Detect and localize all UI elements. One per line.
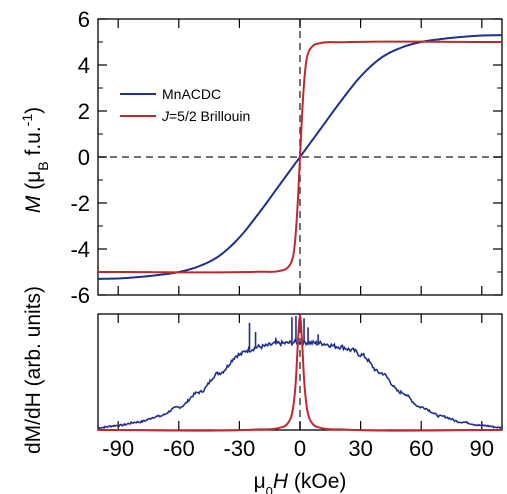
magnetization-panel: -6 -4 -2 0 2 4 6 MnACDC J=5/2 Brillouin M (μB … bbox=[19, 7, 503, 308]
x-label-var: H bbox=[273, 470, 289, 493]
x-tick-label: 90 bbox=[470, 436, 494, 461]
top-y-tick-label: -6 bbox=[70, 283, 90, 308]
x-axis-label: μ0H (kOe) bbox=[254, 470, 347, 494]
legend-label-brillouin: J=5/2 Brillouin bbox=[161, 108, 250, 124]
legend-label-brillouin-symbol: J bbox=[161, 108, 170, 124]
x-tick-label: 60 bbox=[409, 436, 433, 461]
derivative-panel: -90 -60 -30 0 30 60 90 dM/dH (arb. units) μ0H … bbox=[22, 286, 503, 494]
top-tick-marks bbox=[98, 18, 502, 296]
legend: MnACDC J=5/2 Brillouin bbox=[120, 86, 250, 124]
x-tick-label: 0 bbox=[294, 436, 306, 461]
x-tick-label: -90 bbox=[102, 436, 134, 461]
bottom-y-axis-label: dM/dH (arb. units) bbox=[22, 286, 45, 454]
y-label-sub: B bbox=[35, 161, 51, 170]
top-y-tick-label: 0 bbox=[78, 145, 90, 170]
x-label-symbol: μ bbox=[254, 470, 266, 493]
x-label-sub: 0 bbox=[266, 484, 273, 494]
top-y-tick-labels: -6 -4 -2 0 2 4 6 bbox=[70, 7, 90, 308]
bottom-series-line-1 bbox=[97, 314, 503, 432]
legend-label-mnacdc: MnACDC bbox=[162, 86, 221, 102]
y-label-open: (μ bbox=[22, 171, 45, 196]
x-label-unit: (kOe) bbox=[288, 470, 346, 493]
legend-label-brillouin-rest: =5/2 Brillouin bbox=[169, 108, 250, 124]
bottom-series-line-0 bbox=[97, 337, 503, 430]
top-series-line-1 bbox=[98, 40, 502, 274]
top-y-tick-label: 6 bbox=[78, 7, 90, 32]
y-label-sup: -1 bbox=[19, 114, 35, 127]
bottom-series-lines bbox=[97, 314, 503, 432]
top-series-lines bbox=[97, 34, 503, 280]
x-tick-label: -30 bbox=[224, 436, 256, 461]
x-tick-label: 30 bbox=[348, 436, 372, 461]
top-y-tick-label: -2 bbox=[70, 191, 90, 216]
y-label-close: ) bbox=[22, 107, 45, 114]
y-label-unit: f.u. bbox=[22, 126, 45, 161]
bottom-x-tick-labels: -90 -60 -30 0 30 60 90 bbox=[102, 436, 494, 461]
y-label-symbol: M bbox=[22, 195, 45, 213]
x-tick-label: -60 bbox=[163, 436, 195, 461]
top-y-tick-label: 4 bbox=[78, 53, 90, 78]
top-y-axis-label: M (μB f.u.-1) bbox=[19, 107, 51, 213]
top-y-tick-label: -4 bbox=[70, 237, 90, 262]
top-y-tick-label: 2 bbox=[78, 99, 90, 124]
